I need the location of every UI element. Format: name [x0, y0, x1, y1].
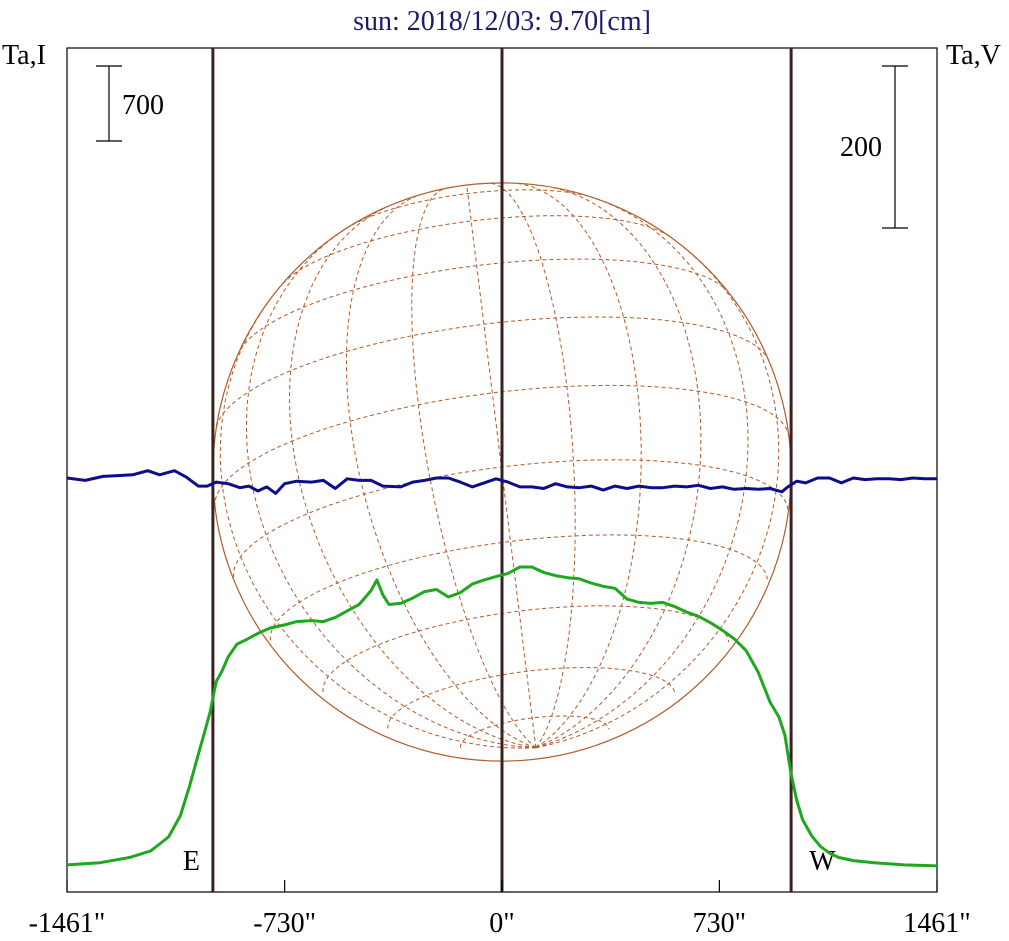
x-tick-label: 1461"	[903, 908, 970, 939]
series-line-ta-i	[66, 565, 938, 868]
meridian-line	[411, 188, 537, 749]
parallel-line	[387, 667, 676, 729]
meridian-line	[489, 182, 576, 749]
x-tick-label: -1461"	[29, 908, 106, 939]
series-line-ta-v	[66, 469, 937, 495]
parallel-line	[239, 258, 727, 350]
x-tick-label: 0"	[489, 908, 514, 939]
meridian-line	[535, 197, 749, 749]
meridian-line	[518, 183, 642, 749]
meridian-line	[288, 206, 536, 749]
parallel-line	[322, 605, 730, 692]
scale-bar-right-label: 200	[840, 132, 882, 163]
meridian-line	[466, 185, 537, 748]
scale-bars: 700 200	[96, 65, 908, 229]
parallel-line	[216, 316, 769, 427]
series-lines	[66, 469, 938, 868]
parallel-line	[282, 215, 670, 284]
parallel-line	[214, 384, 790, 508]
limb-label-w: W	[809, 846, 836, 877]
y-axis-label-right: Ta,V	[946, 40, 1001, 71]
parallel-line	[345, 189, 595, 230]
meridian-line	[219, 297, 536, 749]
parallel-line	[269, 534, 768, 641]
x-tick-label: -730"	[253, 908, 316, 939]
meridian-line	[345, 195, 537, 749]
meridian-line	[246, 228, 536, 749]
x-tick-label: 730"	[693, 908, 746, 939]
chart-title: sun: 2018/12/03: 9.70[cm]	[353, 6, 651, 37]
parallel-line	[232, 459, 789, 578]
limb-label-e: E	[183, 846, 200, 877]
x-axis-ticks: -1461" -730" 0" 730" 1461"	[29, 880, 971, 939]
y-axis-label-left: Ta,I	[2, 40, 46, 71]
parallel-line	[459, 715, 610, 748]
scale-bar-left-label: 700	[122, 90, 164, 121]
meridian-line	[535, 246, 780, 749]
meridian-line	[535, 186, 702, 749]
